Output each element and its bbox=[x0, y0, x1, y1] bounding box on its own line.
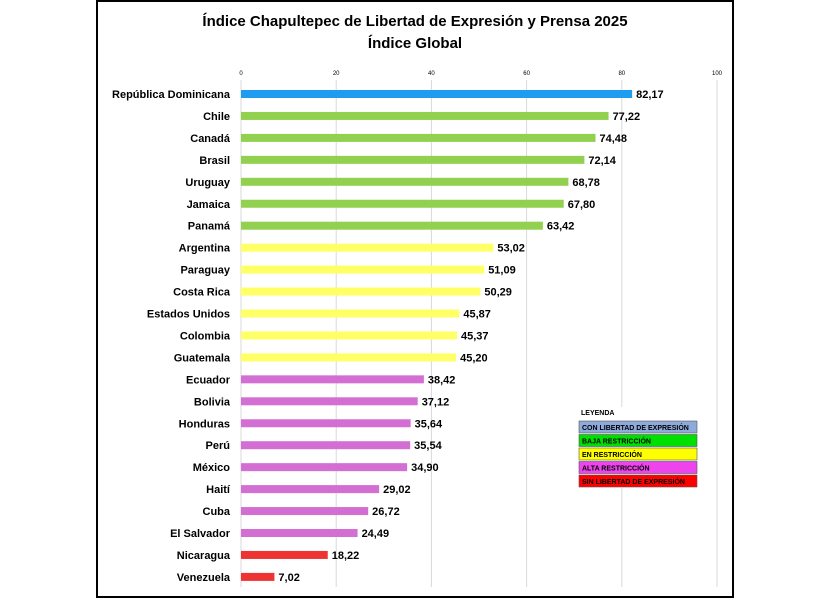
bars: República Dominicana 82,17 Chile 77,22 Canad… bbox=[112, 89, 664, 584]
category-label: Perú bbox=[206, 440, 230, 452]
category-label: Nicaragua bbox=[177, 550, 231, 562]
category-label: Brasil bbox=[199, 155, 230, 167]
bar bbox=[241, 177, 569, 186]
chart-title: Índice Chapultepec de Libertad de Expres… bbox=[202, 13, 627, 30]
category-label: El Salvador bbox=[170, 528, 231, 540]
legend-label: EN RESTRICCIÓN bbox=[582, 450, 642, 459]
bar bbox=[241, 90, 633, 98]
bar bbox=[241, 397, 418, 406]
category-label: Paraguay bbox=[180, 265, 230, 277]
legend-box bbox=[578, 407, 698, 488]
bar bbox=[241, 221, 543, 230]
bar-chart: Índice Chapultepec de Libertad de Expres… bbox=[112, 13, 723, 587]
bar bbox=[241, 353, 457, 362]
category-label: Chile bbox=[203, 111, 230, 123]
x-tick-label: 20 bbox=[333, 71, 340, 77]
legend-label: ALTA RESTRICCIÓN bbox=[582, 464, 650, 473]
value-label: 24,49 bbox=[362, 528, 390, 540]
x-tick-label: 100 bbox=[712, 71, 723, 77]
value-label: 38,42 bbox=[428, 374, 456, 386]
legend-label: SIN LIBERTAD DE EXPRESIÓN bbox=[582, 477, 685, 486]
x-tick-label: 0 bbox=[239, 71, 243, 77]
category-label: Honduras bbox=[179, 418, 230, 430]
category-label: Haití bbox=[206, 484, 231, 496]
value-label: 50,29 bbox=[484, 287, 512, 299]
value-label: 18,22 bbox=[332, 550, 360, 562]
x-tick-label: 80 bbox=[618, 71, 625, 77]
category-label: Uruguay bbox=[185, 177, 231, 189]
bar bbox=[241, 441, 411, 450]
value-label: 45,87 bbox=[463, 309, 491, 321]
legend-swatch bbox=[578, 434, 698, 447]
value-label: 7,02 bbox=[278, 572, 299, 584]
category-label: Costa Rica bbox=[173, 287, 231, 299]
category-label: Bolivia bbox=[194, 396, 231, 408]
chart-frame: Índice Chapultepec de Libertad de Expres… bbox=[96, 0, 734, 598]
legend-label: CON LIBERTAD DE EXPRESIÓN bbox=[582, 423, 689, 432]
bar bbox=[241, 287, 481, 296]
category-label: México bbox=[193, 462, 231, 474]
bar bbox=[241, 331, 457, 340]
x-axis-ticks: 0 20 40 60 80 100 bbox=[239, 71, 722, 77]
chart-subtitle: Índice Global bbox=[368, 35, 462, 52]
bar bbox=[241, 419, 411, 428]
value-label: 29,02 bbox=[383, 484, 411, 496]
value-label: 45,37 bbox=[461, 330, 489, 342]
bar bbox=[241, 529, 358, 537]
value-label: 37,12 bbox=[422, 396, 450, 408]
value-label: 34,90 bbox=[411, 462, 439, 474]
bar bbox=[241, 133, 596, 142]
category-label: Colombia bbox=[180, 330, 231, 342]
bar bbox=[241, 243, 494, 252]
value-label: 35,54 bbox=[414, 440, 442, 452]
value-label: 77,22 bbox=[613, 111, 641, 123]
bar bbox=[241, 507, 369, 516]
category-label: Venezuela bbox=[177, 572, 231, 584]
category-label: Guatemala bbox=[174, 352, 231, 364]
value-label: 45,20 bbox=[460, 352, 488, 364]
category-label: Jamaica bbox=[187, 199, 231, 211]
bar bbox=[241, 155, 585, 164]
value-label: 74,48 bbox=[600, 133, 628, 145]
value-label: 67,80 bbox=[568, 199, 596, 211]
bar bbox=[241, 375, 424, 384]
category-label: Panamá bbox=[188, 221, 231, 233]
bar bbox=[241, 309, 460, 318]
legend-swatch bbox=[578, 461, 698, 474]
x-tick-label: 60 bbox=[523, 71, 530, 77]
value-label: 53,02 bbox=[497, 243, 525, 255]
value-label: 72,14 bbox=[588, 155, 616, 167]
value-label: 63,42 bbox=[547, 221, 575, 233]
legend-label: BAJA RESTRICCIÓN bbox=[582, 437, 651, 446]
category-label: Ecuador bbox=[186, 374, 231, 386]
x-tick-label: 40 bbox=[428, 71, 435, 77]
legend-swatch bbox=[578, 420, 698, 434]
category-label: Estados Unidos bbox=[147, 309, 230, 321]
bar bbox=[241, 199, 564, 208]
category-label: República Dominicana bbox=[112, 89, 231, 101]
bar bbox=[241, 485, 380, 494]
value-label: 68,78 bbox=[572, 177, 600, 189]
bar bbox=[241, 463, 408, 472]
legend-title: LEYENDA bbox=[581, 410, 614, 417]
legend: LEYENDA CON LIBERTAD DE EXPRESIÓN BAJA RES… bbox=[578, 407, 698, 488]
bar bbox=[241, 550, 328, 559]
category-label: Cuba bbox=[203, 506, 231, 518]
category-label: Argentina bbox=[179, 243, 231, 255]
bar bbox=[241, 111, 609, 120]
value-label: 35,64 bbox=[415, 418, 443, 430]
legend-swatch bbox=[578, 447, 698, 461]
bar bbox=[241, 572, 275, 581]
value-label: 51,09 bbox=[488, 265, 516, 277]
value-label: 26,72 bbox=[372, 506, 400, 518]
category-label: Canadá bbox=[190, 133, 231, 145]
legend-swatch bbox=[578, 474, 698, 488]
value-label: 82,17 bbox=[636, 89, 664, 101]
bar bbox=[241, 265, 485, 274]
